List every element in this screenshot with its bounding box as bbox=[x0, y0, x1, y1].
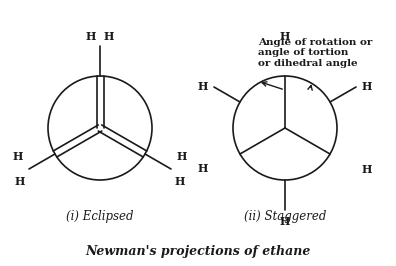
Text: H: H bbox=[280, 31, 290, 42]
Text: H: H bbox=[175, 176, 185, 187]
Text: H: H bbox=[198, 164, 208, 174]
Text: H: H bbox=[198, 81, 208, 93]
Text: H: H bbox=[280, 216, 290, 227]
Text: H: H bbox=[13, 151, 23, 162]
Text: Newman's projections of ethane: Newman's projections of ethane bbox=[85, 245, 311, 258]
Text: H: H bbox=[362, 81, 372, 93]
Text: H: H bbox=[177, 151, 187, 162]
Text: H: H bbox=[362, 164, 372, 174]
Text: H: H bbox=[86, 31, 96, 42]
Text: H: H bbox=[104, 31, 114, 42]
Text: (i) Eclipsed: (i) Eclipsed bbox=[66, 210, 134, 223]
Text: Angle of rotation or
angle of tortion
or dihedral angle: Angle of rotation or angle of tortion or… bbox=[258, 38, 372, 68]
Text: (ii) Staggered: (ii) Staggered bbox=[244, 210, 326, 223]
Text: H: H bbox=[15, 176, 25, 187]
